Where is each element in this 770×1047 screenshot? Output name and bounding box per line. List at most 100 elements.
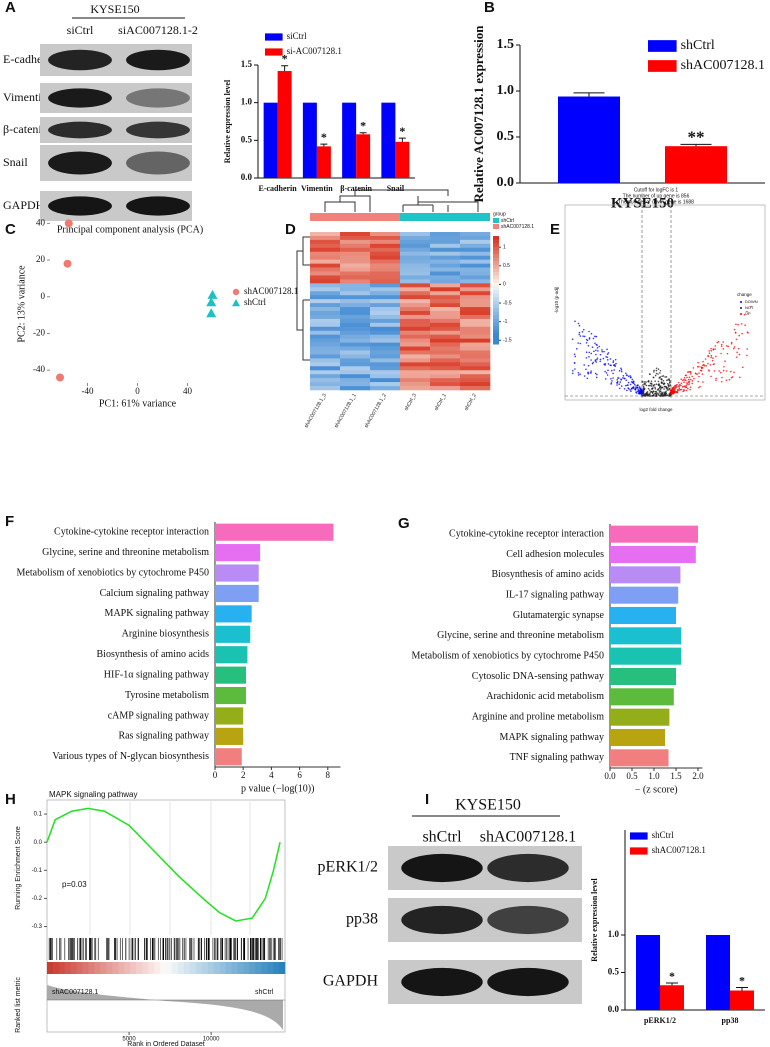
heatmap-cell — [310, 378, 341, 383]
heatmap-cell — [430, 362, 461, 367]
volcano-point — [683, 388, 685, 391]
chart-title: Cutoff for logFC is 1 — [634, 187, 679, 193]
heatmap-cell — [370, 338, 401, 343]
y-tick-label: 0.1 — [34, 812, 43, 818]
heatmap-cell — [340, 239, 371, 245]
heatmap-cell — [460, 275, 491, 280]
volcano-point — [641, 394, 644, 397]
volcano-point — [578, 324, 581, 327]
heatmap-cell — [400, 326, 431, 332]
volcano-point — [619, 381, 622, 383]
volcano-point — [613, 363, 616, 366]
heatmap-cell — [460, 291, 491, 296]
volcano-point — [620, 367, 622, 370]
rank-strip — [261, 962, 268, 974]
heatmap-cell — [310, 322, 341, 328]
heatmap-cell — [370, 358, 401, 363]
volcano-point — [643, 386, 645, 389]
volcano-point — [646, 391, 649, 393]
volcano-point — [734, 332, 737, 334]
heatmap-cell — [400, 255, 431, 260]
heatmap-cell — [430, 279, 461, 284]
heatmap-cell — [430, 334, 461, 339]
heatmap-cell — [460, 326, 491, 332]
volcano-point — [643, 382, 646, 385]
volcano-point — [720, 345, 723, 348]
volcano-point — [671, 387, 674, 390]
volcano-point — [710, 354, 713, 357]
volcano-point — [637, 388, 640, 391]
x-tick-label: 1.0 — [648, 771, 660, 781]
volcano-point — [685, 389, 688, 392]
colorbar — [493, 275, 499, 280]
heatmap-cell — [460, 283, 491, 288]
heatmap-cell — [310, 338, 341, 343]
volcano-point — [638, 386, 641, 388]
volcano-point — [701, 373, 704, 375]
point — [64, 219, 73, 228]
volcano-point — [710, 349, 713, 352]
volcano-point — [616, 378, 619, 381]
heatmap-cell — [400, 295, 431, 300]
bar — [610, 749, 669, 767]
colorbar — [493, 254, 499, 259]
significance: * — [739, 973, 745, 987]
blot-header: KYSE150 — [455, 797, 521, 814]
volcano-point — [733, 346, 736, 348]
volcano-point — [740, 323, 743, 325]
volcano-point — [702, 381, 704, 383]
volcano-point — [688, 376, 691, 379]
volcano-point — [625, 372, 627, 375]
heatmap-cell — [340, 247, 371, 253]
heatmap-cell — [310, 311, 341, 316]
volcano-point — [712, 348, 715, 350]
heatmap-cell — [430, 370, 461, 375]
volcano-point — [661, 386, 663, 389]
point — [63, 259, 72, 268]
heatmap-cell — [340, 326, 371, 332]
volcano-point — [612, 372, 614, 375]
volcano-point — [653, 369, 655, 372]
volcano-point — [618, 387, 621, 390]
volcano-point — [575, 348, 578, 350]
heatmap-cell — [430, 322, 461, 328]
blot-band — [48, 151, 112, 175]
volcano-point — [647, 384, 650, 387]
y-tick-label: MAPK signaling pathway — [105, 608, 209, 619]
rank-strip — [136, 962, 143, 974]
bar — [215, 727, 244, 745]
heatmap-cell — [310, 354, 341, 359]
volcano-point — [595, 343, 598, 346]
heatmap-cell — [310, 232, 341, 237]
volcano-point — [604, 364, 606, 366]
volcano-point — [672, 390, 675, 393]
volcano-point — [609, 358, 612, 360]
blot-row-label: pp38 — [346, 911, 378, 928]
x-axis-label: log2 fold change — [639, 407, 673, 412]
volcano-point — [643, 388, 645, 391]
blot-band — [48, 88, 112, 108]
volcano-point — [741, 332, 743, 335]
heatmap-cell — [370, 374, 401, 379]
y-tick-label: 0.0 — [497, 175, 515, 190]
legend-swatch — [265, 48, 283, 56]
blot-column-label: siAC007128.1-2 — [118, 23, 198, 37]
volcano-point — [708, 370, 710, 372]
volcano-point — [702, 360, 704, 363]
volcano-point — [588, 351, 591, 354]
y-tick-label: Ras signaling pathway — [118, 731, 209, 742]
volcano-point — [673, 390, 676, 393]
bar — [610, 586, 679, 604]
legend-title: change — [737, 292, 752, 297]
volcano-point — [657, 368, 660, 371]
heatmap-cell — [310, 291, 341, 296]
heatmap-cell — [400, 382, 431, 387]
y-tick-label: Glycine, serine and threonine metabolism — [42, 547, 209, 558]
legend-swatch — [648, 40, 677, 52]
x-tick-label: -40 — [82, 386, 94, 396]
volcano-point — [723, 365, 725, 368]
volcano-point — [658, 391, 661, 394]
volcano-point — [642, 385, 645, 388]
rank-strip — [195, 962, 202, 974]
volcano-point — [658, 384, 661, 387]
